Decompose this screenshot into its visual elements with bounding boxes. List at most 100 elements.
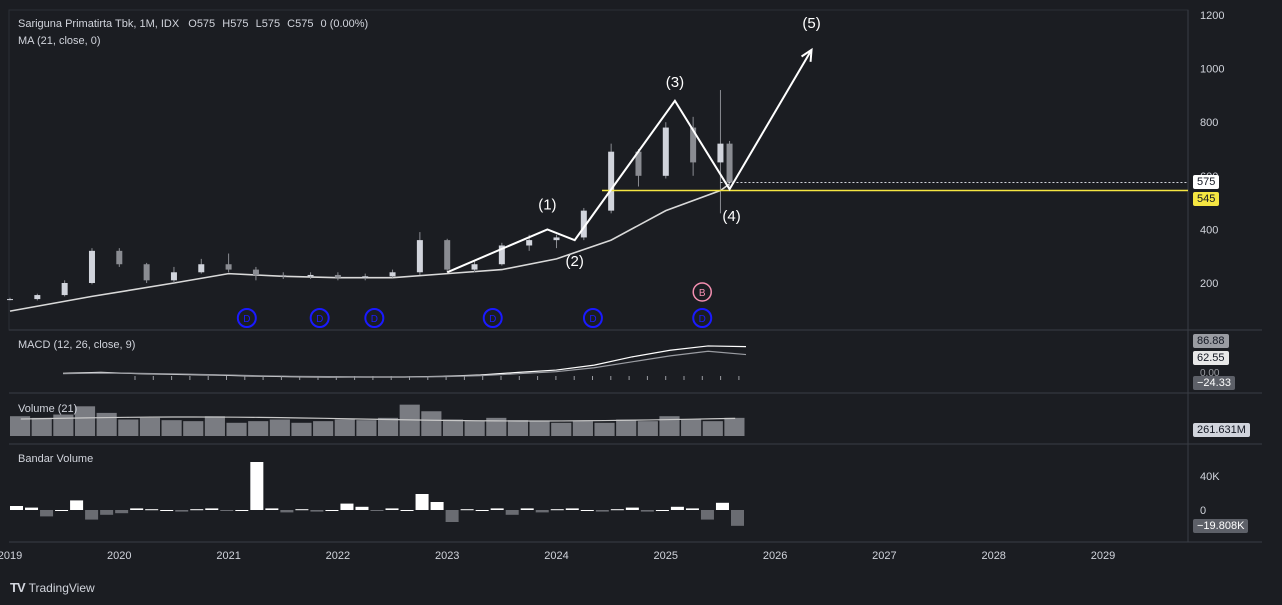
- dividend-badge-label: D: [699, 314, 706, 325]
- high-value: 575: [230, 18, 249, 30]
- bandar-volume-layer: 40K 0: [10, 462, 1220, 526]
- high-label: H: [222, 18, 231, 30]
- volume-bar: [31, 417, 52, 436]
- candle-body: [416, 240, 423, 273]
- volume-bar: [139, 417, 161, 436]
- candle-body: [608, 151, 615, 211]
- price-tick-label: 200: [1200, 278, 1218, 290]
- macd-line: [62, 345, 747, 378]
- bandar-volume-bar: [625, 507, 639, 510]
- candles-layer: [7, 90, 733, 301]
- volume-layer: [10, 404, 745, 436]
- candle-body: [690, 127, 697, 163]
- wave-label: (2): [566, 253, 584, 270]
- candle-body: [252, 269, 259, 275]
- bandar-volume-bar: [460, 509, 474, 511]
- tradingview-logo[interactable]: TV TradingView: [10, 580, 95, 595]
- dividend-badge-label: D: [316, 314, 323, 325]
- time-tick-label: 2027: [872, 550, 896, 562]
- dividend-badge: [364, 308, 385, 328]
- symbol-legend[interactable]: Sariguna Primatirta Tbk, 1M, IDX O575 H5…: [18, 18, 368, 30]
- dividend-badge-label: D: [489, 314, 496, 325]
- time-tick-label: 2019: [0, 550, 22, 562]
- time-tick-label: 2020: [107, 550, 131, 562]
- bandar-volume-bar: [685, 508, 699, 510]
- bandar-volume-bar: [430, 502, 444, 510]
- macd-zero-label: 0.00: [1200, 368, 1220, 379]
- bandar-volume-bar: [160, 510, 174, 511]
- bandar-volume-bar: [85, 510, 99, 520]
- volume-bar: [334, 419, 355, 436]
- bandar-volume-bar: [640, 510, 654, 512]
- time-tick-label: 2023: [435, 550, 459, 562]
- dividend-badge-label: D: [589, 314, 596, 325]
- candle-body: [334, 274, 341, 278]
- open-value: 575: [196, 18, 216, 30]
- bandar-volume-bar: [670, 506, 684, 510]
- dividend-badge: [236, 308, 257, 328]
- volume-bar: [313, 421, 334, 436]
- histogram-value-tag: −24.33: [1193, 376, 1235, 390]
- dividend-badge: [309, 308, 330, 328]
- bandar-tick-label: 40K: [1200, 471, 1220, 483]
- volume-bar: [637, 421, 658, 436]
- volume-bar: [291, 422, 312, 436]
- signal-value-tag: 62.55: [1193, 351, 1229, 365]
- bandar-volume-bar: [295, 509, 309, 511]
- bandar-volume-bar: [505, 510, 519, 515]
- wave-label: (5): [802, 15, 820, 32]
- bandar-volume-bar: [700, 510, 714, 520]
- bandar-value-tag: −19.808K: [1193, 519, 1249, 533]
- volume-bar: [486, 417, 507, 436]
- candle-body: [280, 274, 287, 277]
- price-tick-label: 800: [1200, 117, 1218, 129]
- bandar-volume-bar: [535, 510, 549, 513]
- candle-body: [225, 264, 232, 270]
- wave-arrow-head: [801, 47, 813, 62]
- wave-path: [446, 49, 813, 274]
- elliott-wave-layer: (1) (2) (3) (4) (5): [446, 15, 821, 274]
- candle-body: [88, 250, 95, 283]
- bandar-volume-bar: [235, 510, 249, 511]
- bandar-volume-bar: [250, 462, 264, 510]
- bandar-volume-bar: [565, 508, 579, 510]
- buy-badge: [692, 282, 712, 302]
- volume-bar: [594, 422, 615, 436]
- volume-bar: [356, 420, 377, 436]
- ma-legend[interactable]: MA (21, close, 0): [18, 35, 101, 47]
- volume-pane-title[interactable]: Volume (21): [18, 403, 78, 415]
- volume-bar: [161, 420, 182, 436]
- candle-body: [717, 143, 724, 163]
- macd-value-tag: 86.88: [1193, 334, 1229, 348]
- volume-bar: [702, 421, 723, 436]
- last-price-tag: 575: [1193, 175, 1220, 189]
- candle-body: [34, 295, 41, 300]
- bandar-volume-bar: [475, 510, 489, 511]
- price-tick-label: 1200: [1200, 10, 1224, 22]
- bandar-volume-bar: [490, 508, 504, 510]
- volume-bar: [572, 421, 593, 436]
- wave-label: (1): [538, 196, 556, 213]
- bandar-volume-bar: [610, 509, 624, 511]
- bandar-volume-bar: [715, 502, 729, 510]
- volume-bar: [464, 421, 485, 436]
- bandar-volume-bar: [145, 509, 159, 511]
- time-tick-label: 2026: [763, 550, 787, 562]
- bandar-volume-bar: [385, 508, 399, 510]
- volume-bar: [529, 421, 550, 436]
- bandar-volume-bar: [445, 510, 459, 522]
- candle-body: [116, 250, 123, 265]
- bandar-pane-title[interactable]: Bandar Volume: [18, 453, 94, 465]
- bandar-volume-bar: [220, 510, 234, 511]
- candle-body: [498, 245, 505, 265]
- bandar-volume-bar: [730, 510, 744, 526]
- ma-line: [9, 183, 731, 312]
- open-label: O: [188, 18, 197, 30]
- volume-bar: [421, 411, 442, 436]
- bandar-volume-bar: [205, 508, 219, 510]
- macd-pane-title[interactable]: MACD (12, 26, close, 9): [18, 339, 136, 351]
- candle-body: [143, 264, 150, 281]
- candle-body: [726, 143, 733, 183]
- candle-body: [553, 237, 560, 241]
